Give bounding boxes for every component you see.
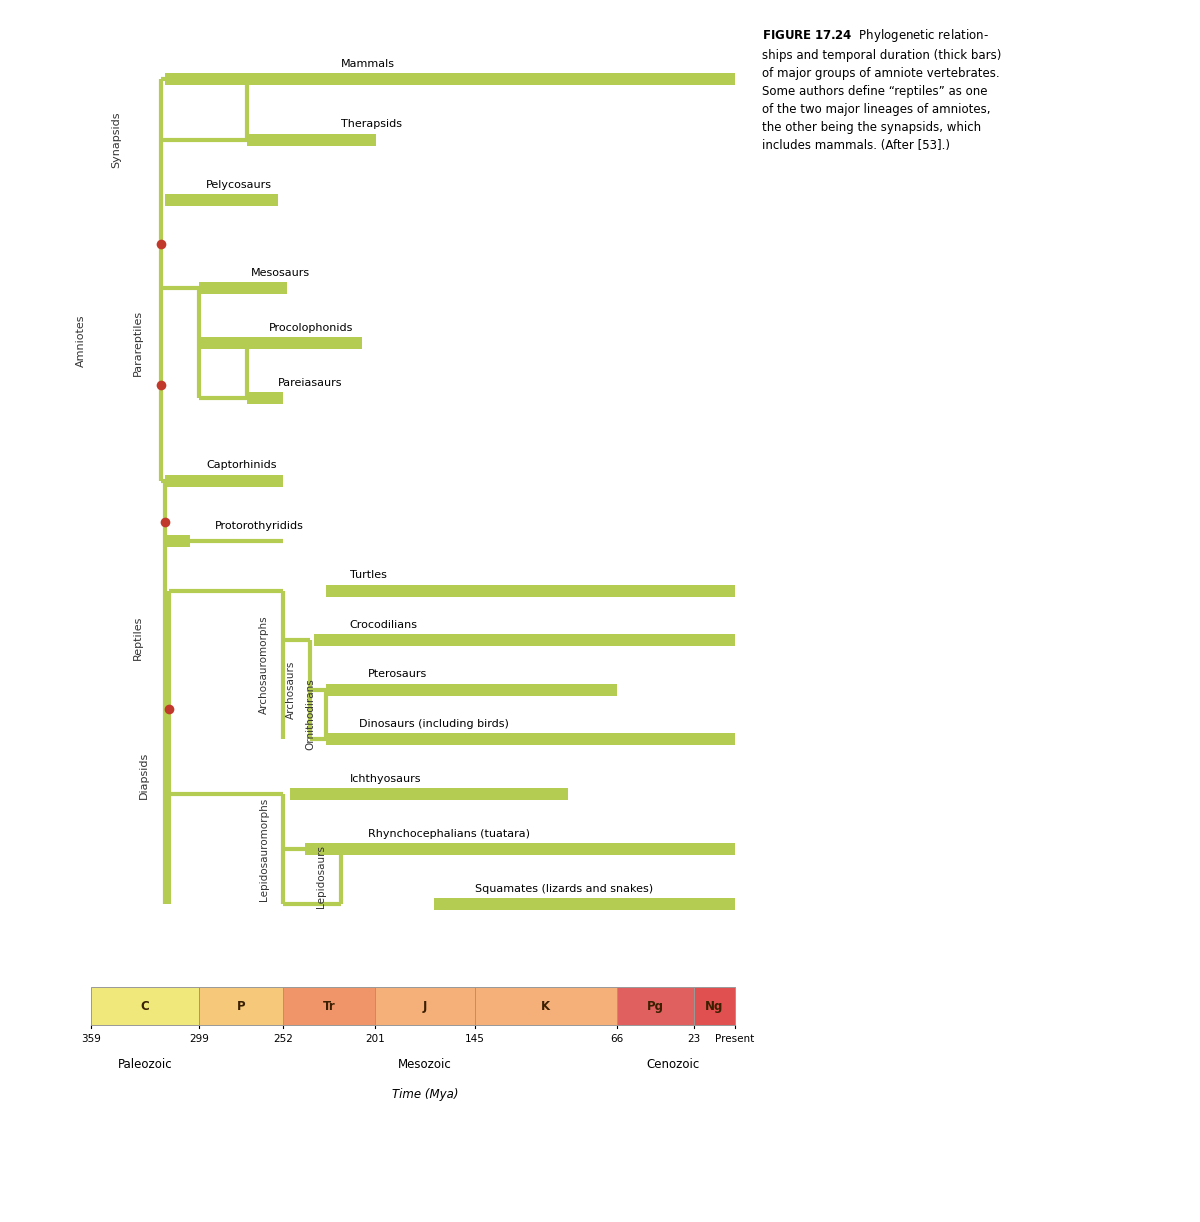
Text: K: K (541, 1000, 551, 1013)
Text: Archosaurs: Archosaurs (286, 661, 295, 719)
Text: 201: 201 (365, 1034, 384, 1044)
Bar (475, 987, 617, 1025)
Bar (374, 987, 475, 1025)
Text: Turtles: Turtles (349, 571, 386, 580)
Text: Pareiasaurs: Pareiasaurs (278, 378, 342, 387)
Text: 299: 299 (190, 1034, 209, 1044)
Text: Lepidosauromorphs: Lepidosauromorphs (258, 798, 269, 901)
Text: Paleozoic: Paleozoic (118, 1058, 173, 1072)
Text: Synapsids: Synapsids (112, 111, 121, 169)
Text: Pterosaurs: Pterosaurs (367, 670, 427, 679)
Text: Present: Present (715, 1034, 755, 1044)
Text: Pg: Pg (647, 1000, 664, 1013)
Text: Cenozoic: Cenozoic (647, 1058, 700, 1072)
Text: C: C (140, 1000, 150, 1013)
Bar (283, 987, 374, 1025)
Text: Archosauromorphs: Archosauromorphs (258, 616, 269, 715)
Bar (694, 987, 736, 1025)
Text: Squamates (lizards and snakes): Squamates (lizards and snakes) (475, 884, 653, 893)
Bar (199, 987, 283, 1025)
Text: Crocodilians: Crocodilians (349, 620, 418, 629)
Text: Procolophonids: Procolophonids (269, 323, 353, 332)
Text: Parareptiles: Parareptiles (133, 310, 143, 376)
Text: J: J (422, 1000, 427, 1013)
Text: Mammals: Mammals (341, 59, 395, 68)
Text: $\bf{FIGURE\ 17.24}$  Phylogenetic relation-
ships and temporal duration (thick : $\bf{FIGURE\ 17.24}$ Phylogenetic relati… (762, 27, 1001, 152)
Text: 359: 359 (82, 1034, 101, 1044)
Bar (91, 987, 199, 1025)
Text: Captorhinids: Captorhinids (206, 461, 277, 470)
Text: 66: 66 (610, 1034, 623, 1044)
Text: Amniotes: Amniotes (76, 314, 85, 367)
Text: Dinosaurs (including birds): Dinosaurs (including birds) (359, 719, 509, 728)
Text: Lepidosaurs: Lepidosaurs (316, 846, 326, 908)
Text: Time (Mya): Time (Mya) (391, 1089, 458, 1101)
Text: Diapsids: Diapsids (138, 752, 149, 799)
Text: 145: 145 (466, 1034, 485, 1044)
Bar (617, 987, 694, 1025)
Text: 23: 23 (688, 1034, 701, 1044)
Text: Pelycosaurs: Pelycosaurs (206, 180, 272, 189)
Text: Mesosaurs: Mesosaurs (251, 268, 310, 277)
Text: Ng: Ng (706, 1000, 724, 1013)
Text: Protorothyridids: Protorothyridids (215, 521, 304, 530)
Text: Therapsids: Therapsids (341, 120, 402, 130)
Text: Rhynchocephalians (tuatara): Rhynchocephalians (tuatara) (367, 829, 529, 838)
Text: Mesozoic: Mesozoic (398, 1058, 451, 1072)
Text: Tr: Tr (323, 1000, 335, 1013)
Text: Reptiles: Reptiles (133, 616, 143, 660)
Text: Ichthyosaurs: Ichthyosaurs (349, 774, 421, 783)
Text: P: P (236, 1000, 246, 1013)
Text: Ornithodirans: Ornithodirans (305, 678, 316, 750)
Text: 252: 252 (274, 1034, 293, 1044)
